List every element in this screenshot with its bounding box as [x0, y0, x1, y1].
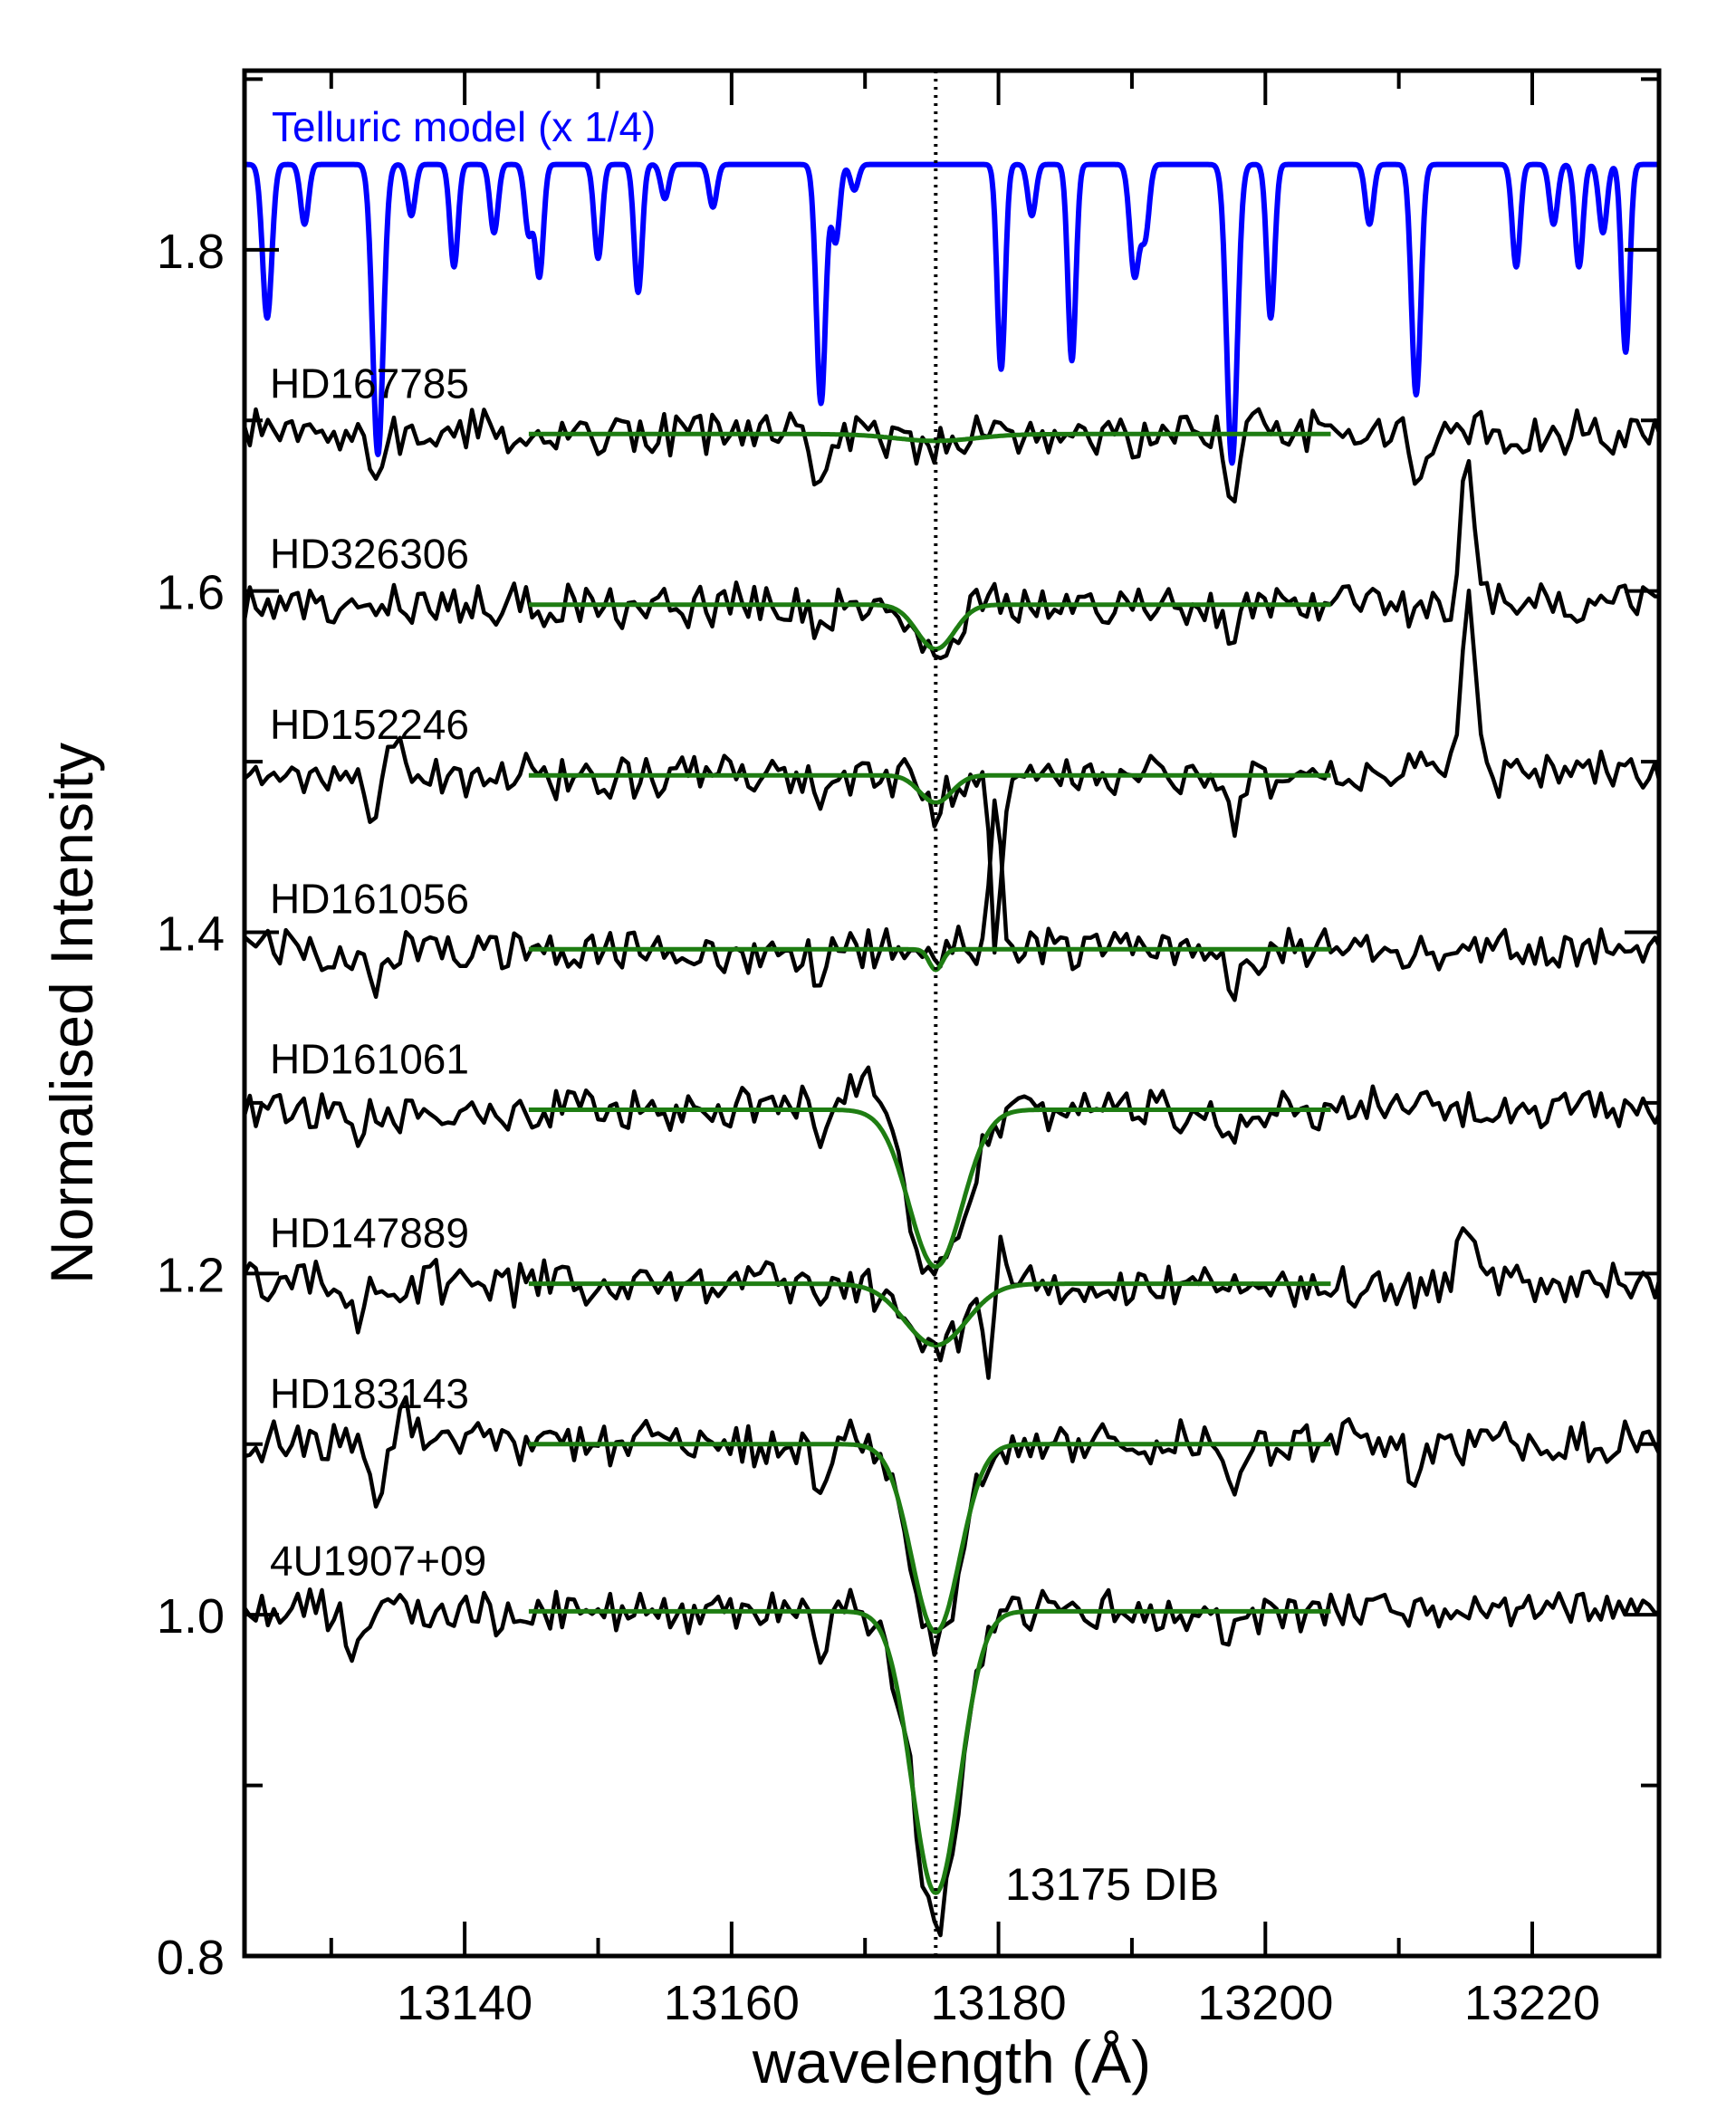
y-axis-title: Normalised Intensity — [38, 743, 105, 1284]
spectrum-line-HD167785 — [245, 407, 1659, 504]
x-tick-label: 13220 — [1464, 1976, 1600, 2030]
fit-line-HD147889 — [527, 1281, 1332, 1347]
y-tick-label: 1.2 — [157, 1248, 225, 1302]
x-axis-title: wavelength (Å) — [752, 2028, 1151, 2095]
series-label-HD183143: HD183143 — [270, 1370, 469, 1417]
series-label-4U1907+09: 4U1907+09 — [270, 1537, 486, 1584]
x-tick-label: 13180 — [930, 1976, 1066, 2030]
spectrum-line-HD183143 — [245, 1395, 1659, 1657]
telluric-model-label: Telluric model (x 1/4) — [272, 103, 656, 150]
fit-line-HD152246 — [527, 772, 1332, 805]
dib-label: 13175 DIB — [1005, 1859, 1219, 1910]
spectrum-line-HD161056 — [245, 798, 1659, 1002]
series-label-HD167785: HD167785 — [270, 360, 469, 407]
fit-line-HD161056 — [527, 946, 1332, 973]
fit-line-4U1907+09 — [527, 1608, 1332, 1895]
fit-line-HD326306 — [527, 602, 1332, 652]
y-tick-label: 0.8 — [157, 1931, 225, 1985]
x-tick-label: 13140 — [397, 1976, 532, 2030]
y-tick-label: 1.0 — [157, 1589, 225, 1644]
x-tick-label: 13200 — [1197, 1976, 1333, 2030]
plot-area — [245, 71, 1659, 1956]
fit-line-HD167785 — [527, 431, 1332, 444]
spectrum-line-4U1907+09 — [245, 1587, 1659, 1938]
series-label-HD147889: HD147889 — [270, 1210, 469, 1257]
series-label-HD152246: HD152246 — [270, 701, 469, 748]
spectrum-line-HD147889 — [245, 1226, 1659, 1380]
fit-line-HD161061 — [527, 1107, 1332, 1270]
clipped-area — [245, 161, 1659, 1938]
telluric-model-line — [245, 161, 1659, 466]
y-tick-label: 1.6 — [157, 566, 225, 620]
plot-frame — [242, 68, 1662, 1959]
x-tick-label: 13160 — [664, 1976, 800, 2030]
series-label-HD161061: HD161061 — [270, 1035, 469, 1082]
series-label-HD326306: HD326306 — [270, 531, 469, 578]
y-tick-label: 1.8 — [157, 225, 225, 279]
fit-line-HD183143 — [527, 1442, 1332, 1635]
series-label-HD161056: HD161056 — [270, 875, 469, 922]
labels: HD167785 HD326306 HD152246 HD161056 HD161061… — [38, 103, 1219, 2095]
spectrum-line-HD326306 — [245, 458, 1659, 661]
axes: 0.8 1.0 1.2 1.4 1.6 1.8 13140 13160 13180 13200 13… — [157, 68, 1662, 2030]
y-tick-label: 1.4 — [157, 907, 225, 962]
